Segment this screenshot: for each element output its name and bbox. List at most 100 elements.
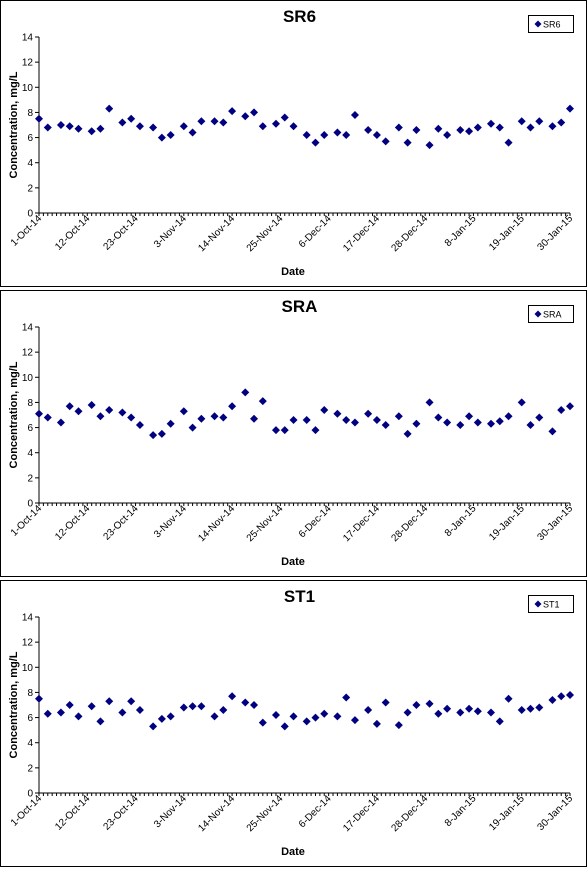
data-point [210, 712, 219, 721]
data-point [434, 709, 443, 718]
chart-panel-1: SRA SRA 0 2 4 6 8 10 12 14 1-Oct-14 12-Oct-14 23-Oct… [0, 290, 587, 577]
data-point [127, 697, 136, 706]
data-point [311, 138, 320, 147]
legend: SRA [528, 305, 574, 323]
data-point [443, 131, 452, 140]
legend-marker [534, 600, 542, 608]
legend-label: SR6 [543, 20, 561, 30]
chart-title: SR6 [283, 7, 316, 26]
data-point [280, 113, 289, 122]
data-point [535, 117, 544, 126]
data-point [495, 717, 504, 726]
y-tick-label: 2 [27, 183, 33, 194]
data-point [271, 711, 280, 720]
data-point [197, 117, 206, 126]
data-point [364, 126, 373, 135]
y-tick-label: 4 [27, 738, 33, 749]
y-tick-label: 8 [27, 398, 33, 409]
data-point [135, 706, 144, 715]
data-point [149, 123, 158, 132]
data-point [566, 104, 574, 113]
y-tick-label: 12 [22, 348, 34, 359]
data-point [149, 722, 158, 731]
data-point [487, 708, 496, 717]
data-point [258, 397, 267, 406]
data-point [127, 114, 136, 123]
data-point [311, 713, 320, 722]
y-tick-label: 14 [22, 323, 34, 334]
data-point [456, 708, 465, 717]
data-point [65, 402, 74, 411]
data-point [188, 128, 197, 137]
data-point [250, 414, 259, 423]
data-point [179, 703, 188, 712]
data-point [535, 703, 544, 712]
data-point [504, 138, 513, 147]
data-point [197, 702, 206, 711]
data-point [35, 409, 43, 418]
data-point [74, 407, 83, 416]
data-point [188, 702, 197, 711]
data-point [280, 426, 289, 435]
x-axis-label: Date [281, 846, 305, 858]
data-point [342, 416, 351, 425]
data-point [56, 418, 65, 427]
data-point [456, 421, 465, 430]
data-point [219, 413, 228, 422]
data-point [535, 413, 544, 422]
chart-panel-0: SR6 SR6 0 2 4 6 8 10 12 14 1-Oct-14 12-Oct-14 23-Oct… [0, 0, 587, 287]
y-tick-label: 0 [27, 789, 33, 800]
legend-box [528, 305, 574, 323]
data-point [434, 413, 443, 422]
data-point [258, 122, 267, 131]
data-point [105, 697, 114, 706]
data-point [197, 414, 206, 423]
data-point [96, 412, 105, 421]
data-point [350, 110, 359, 119]
data-point [87, 702, 96, 711]
data-point [333, 712, 342, 721]
y-tick-label: 0 [27, 209, 33, 220]
data-point [135, 421, 144, 430]
data-point [35, 114, 43, 123]
data-point [43, 123, 52, 132]
data-point [517, 398, 526, 407]
data-point [157, 133, 166, 142]
data-point [166, 712, 175, 721]
y-tick-label: 10 [22, 663, 34, 674]
data-point [118, 408, 127, 417]
data-point [412, 701, 421, 709]
data-point [43, 709, 52, 718]
data-point [320, 405, 329, 414]
data-point [526, 704, 535, 713]
data-point [250, 701, 259, 709]
data-point [105, 104, 114, 113]
data-point [219, 118, 228, 127]
data-point [118, 118, 127, 127]
y-tick-label: 8 [27, 108, 33, 119]
legend-marker [534, 20, 542, 28]
data-point [333, 409, 342, 418]
data-point [364, 706, 373, 715]
chart-title: ST1 [284, 587, 315, 606]
y-tick-label: 10 [22, 83, 34, 94]
data-point [320, 131, 329, 140]
data-point [289, 712, 298, 721]
data-point [350, 716, 359, 725]
data-point [188, 423, 197, 432]
data-point [412, 419, 421, 428]
data-point [258, 718, 267, 727]
data-point [372, 416, 381, 425]
data-point [394, 412, 403, 421]
data-point [118, 708, 127, 717]
data-point [289, 416, 298, 425]
y-tick-label: 0 [27, 499, 33, 510]
data-point [548, 427, 557, 436]
data-point [179, 122, 188, 131]
data-point [241, 388, 250, 397]
y-tick-label: 12 [22, 638, 34, 649]
legend-box [528, 595, 574, 613]
chart-frame [0, 290, 587, 577]
data-point [487, 419, 496, 428]
data-point [289, 122, 298, 131]
